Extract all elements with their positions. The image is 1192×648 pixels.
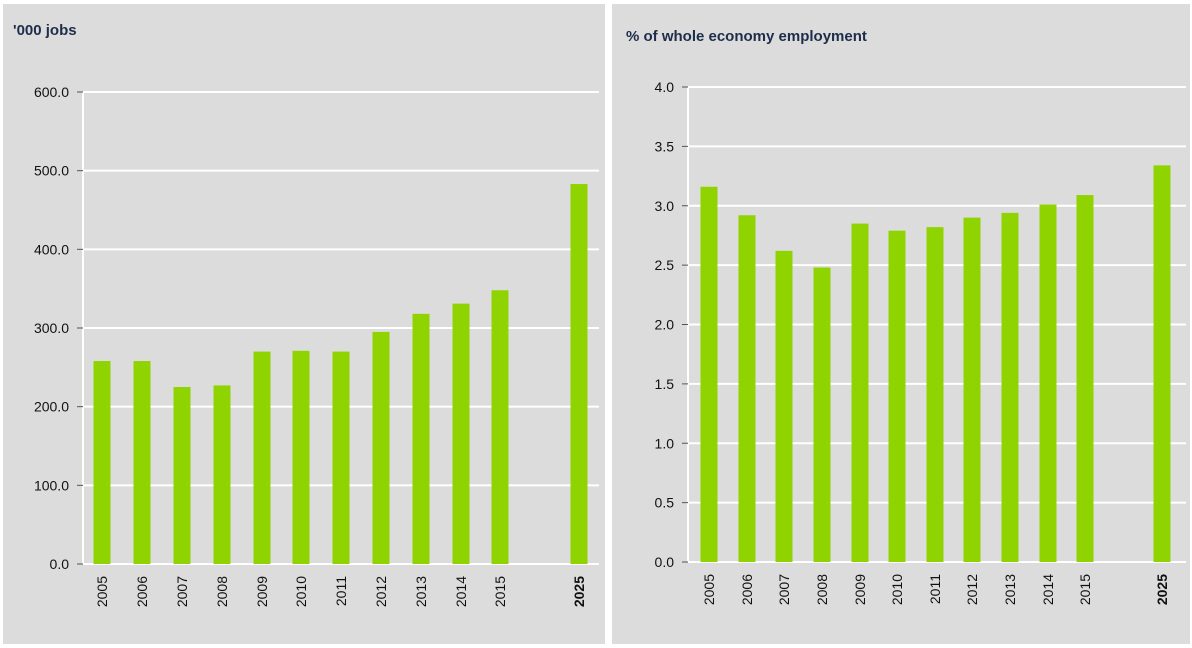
share-y-tick-label: 3.0 xyxy=(655,198,675,214)
share-x-tick-label: 2009 xyxy=(852,574,868,605)
jobs-x-tick-label: 2012 xyxy=(373,576,389,607)
share-y-tick-label: 0.0 xyxy=(655,554,675,570)
share-bar-2025 xyxy=(1153,165,1171,562)
jobs-y-tick-label: 400.0 xyxy=(34,241,69,257)
share-y-tick-label: 1.5 xyxy=(655,376,675,392)
share-chart-title: % of whole economy employment xyxy=(626,28,867,45)
share-bar-2010 xyxy=(888,230,906,562)
jobs-x-tick-label: 2006 xyxy=(134,576,150,607)
jobs-bar-2010 xyxy=(292,350,310,564)
jobs-y-tick-label: 600.0 xyxy=(34,84,69,100)
jobs-x-tick-label: 2010 xyxy=(293,576,309,607)
jobs-bar-2005 xyxy=(93,361,111,564)
share-y-tick-label: 0.5 xyxy=(655,495,675,511)
jobs-bar-2014 xyxy=(452,303,470,564)
jobs-x-tick-label: 2007 xyxy=(174,576,190,607)
jobs-y-tick-label: 500.0 xyxy=(34,163,69,179)
share-x-tick-label: 2005 xyxy=(701,574,717,605)
jobs-x-tick-label: 2013 xyxy=(413,576,429,607)
share-x-tick-label: 2012 xyxy=(964,574,980,605)
jobs-bar-2015 xyxy=(491,290,509,564)
jobs-bar-2007 xyxy=(173,387,191,564)
share-chart-panel: % of whole economy employment 0.0 0.5 1.0 1… xyxy=(612,4,1190,644)
jobs-bar-2009 xyxy=(253,351,271,564)
jobs-bar-2011 xyxy=(332,351,350,564)
share-x-tick-label: 2010 xyxy=(889,574,905,605)
share-bar-2006 xyxy=(738,215,756,562)
share-bar-2014 xyxy=(1039,204,1057,562)
jobs-x-tick-label: 2008 xyxy=(214,576,230,607)
share-y-tick-label: 1.0 xyxy=(655,435,675,451)
share-bar-2008 xyxy=(813,267,831,562)
share-bar-2012 xyxy=(963,217,981,562)
share-y-tick-label: 3.5 xyxy=(655,138,675,154)
share-bar-2015 xyxy=(1076,195,1094,562)
share-x-tick-label: 2007 xyxy=(776,574,792,605)
jobs-y-tick-label: 300.0 xyxy=(34,320,69,336)
share-x-tick-label: 2006 xyxy=(739,574,755,605)
jobs-y-tick-label: 200.0 xyxy=(34,399,69,415)
jobs-chart-title: '000 jobs xyxy=(13,22,77,39)
jobs-y-tick-label: 100.0 xyxy=(34,477,69,493)
jobs-chart-panel: '000 jobs 0.0 100.0 200.0 300.0 400.0 500.0 60… xyxy=(3,4,605,644)
share-bar-chart: 0.0 0.5 1.0 1.5 2.0 2.5 3.0 3.5 4.0 2005 2006 2007 2… xyxy=(655,79,1186,605)
share-y-tick-label: 4.0 xyxy=(655,79,675,95)
share-x-tick-label: 2015 xyxy=(1077,574,1093,605)
jobs-bar-2008 xyxy=(213,385,231,564)
jobs-bar-2013 xyxy=(412,313,430,564)
jobs-bar-2025 xyxy=(570,184,588,565)
jobs-x-tick-label: 2011 xyxy=(333,576,349,606)
jobs-x-tick-label: 2005 xyxy=(94,576,110,607)
share-bar-2007 xyxy=(775,250,793,562)
jobs-x-tick-label: 2014 xyxy=(453,576,469,607)
share-x-tick-label: 2011 xyxy=(927,574,943,604)
jobs-y-tick-label: 0.0 xyxy=(50,556,70,572)
share-bar-2009 xyxy=(851,223,869,562)
share-x-tick-label: 2025 xyxy=(1154,574,1170,605)
jobs-x-tick-label: 2015 xyxy=(492,576,508,607)
jobs-x-tick-label: 2025 xyxy=(571,576,587,607)
share-y-tick-label: 2.5 xyxy=(655,257,675,273)
share-x-tick-label: 2008 xyxy=(814,574,830,605)
jobs-bar-2012 xyxy=(372,331,390,564)
share-bar-2005 xyxy=(700,186,718,562)
share-x-tick-label: 2014 xyxy=(1040,574,1056,605)
jobs-x-tick-label: 2009 xyxy=(254,576,270,607)
share-bar-2011 xyxy=(926,227,944,562)
share-bar-2013 xyxy=(1001,212,1019,562)
jobs-bar-chart: 0.0 100.0 200.0 300.0 400.0 500.0 600.0 2005 200… xyxy=(34,84,599,607)
jobs-bar-2006 xyxy=(133,361,151,564)
share-x-tick-label: 2013 xyxy=(1002,574,1018,605)
share-y-tick-label: 2.0 xyxy=(655,317,675,333)
